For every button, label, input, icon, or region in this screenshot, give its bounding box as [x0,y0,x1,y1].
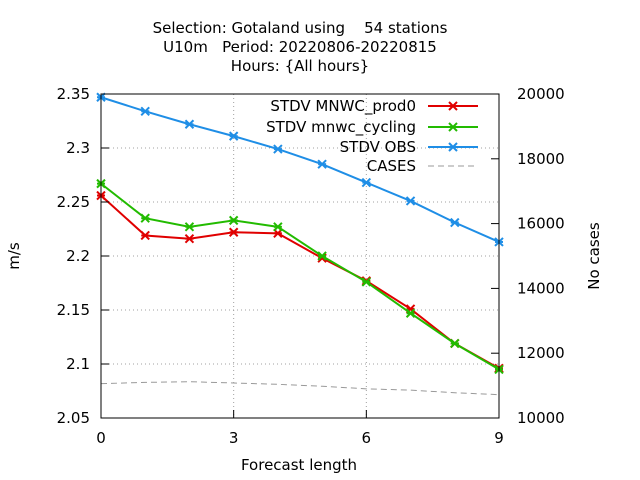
data-point-1 [317,251,327,261]
data-point-2 [273,144,283,154]
y-tick-label: 2.2 [66,247,90,265]
data-point-2 [140,106,150,116]
data-point-1 [405,308,416,318]
grid-layer [101,94,499,418]
series-line-3 [100,381,500,396]
y-tick-label: 2.1 [66,355,90,373]
data-point-1 [184,222,195,232]
data-point-0 [184,234,195,244]
x-tick-label: 3 [229,429,239,447]
data-point-1 [273,222,283,232]
legend-marker-1 [448,122,458,132]
series-line-1 [100,182,500,371]
data-point-2 [184,119,195,129]
data-point-2 [228,131,239,141]
data-point-1 [228,215,239,226]
series-line-2 [100,96,500,243]
data-point-0 [228,227,239,237]
data-point-1 [450,338,460,349]
data-point-2 [405,196,416,206]
legend-label-1: STDV mnwc_cycling [266,118,416,137]
y2-tick-label: 12000 [517,344,565,362]
y-axis-label: m/s [5,242,23,270]
chart-title-line-3: Hours: {All hours} [231,57,369,75]
y-tick-label: 2.15 [57,301,90,319]
legend-label-3: CASES [367,157,416,175]
plot-frame [100,93,500,419]
chart-title: Selection: Gotaland using 54 stations U1… [153,19,448,75]
x-tick-label: 0 [96,429,106,447]
y2-tick-label: 18000 [517,150,565,168]
chart-title-line-2: U10m Period: 20220806-20220815 [163,38,437,56]
data-point-0 [140,230,150,241]
legend-marker-2 [448,142,458,152]
data-point-1 [361,277,372,287]
x-tick-label: 9 [494,429,504,447]
y2-tick-label: 16000 [517,215,565,233]
x-axis-label: Forecast length [241,456,357,474]
data-point-2 [450,217,460,228]
tick-layer: 2.05 2.1 2.15 2.2 2.25 2.3 2.35 0 3 6 9 10000 12000 1… [57,85,565,447]
series-layer [96,92,504,396]
y-tick-label: 2.05 [57,409,90,427]
y-tick-label: 2.35 [57,85,90,103]
y2-tick-label: 20000 [517,85,565,103]
x-tick-label: 6 [362,429,372,447]
data-point-1 [140,213,150,223]
data-point-2 [317,159,327,169]
y2-tick-label: 14000 [517,279,565,297]
y2-tick-label: 10000 [517,409,565,427]
y2-axis-label: No cases [585,222,603,290]
legend-label-0: STDV MNWC_prod0 [270,97,416,116]
chart-title-line-1: Selection: Gotaland using 54 stations [153,19,448,37]
y-tick-label: 2.3 [66,139,90,157]
y-tick-label: 2.25 [57,193,90,211]
legend-label-2: STDV OBS [340,138,416,156]
data-point-2 [361,177,372,188]
series-line-0 [100,194,500,370]
legend-marker-0 [448,101,458,111]
